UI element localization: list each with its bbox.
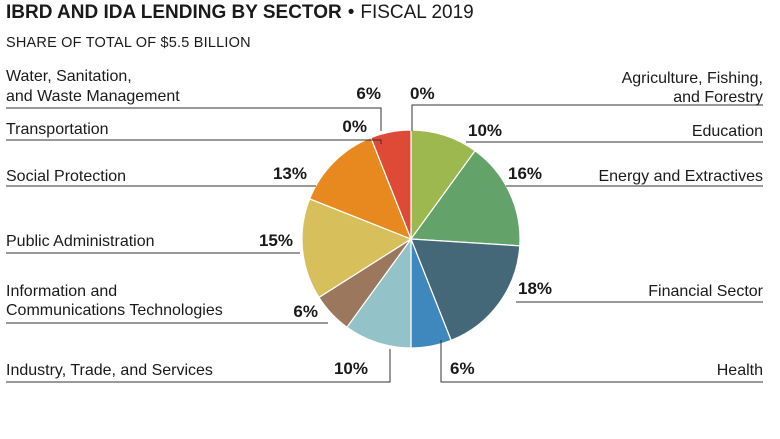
leader-lines (6, 104, 763, 383)
label-water-sanitation-and-waste-management: and Waste Management (6, 88, 180, 105)
value-label-education: 10% (468, 121, 502, 140)
label-public-administration: Public Administration (6, 233, 155, 250)
value-label-energy-and-extractives: 16% (508, 164, 542, 183)
leader-line-health (440, 340, 763, 383)
label-financial-sector: Financial Sector (648, 283, 763, 300)
leader-line-transportation (6, 139, 382, 144)
pie-slices (301, 129, 521, 349)
label-health: Health (717, 362, 763, 379)
chart-title-period: FISCAL 2019 (360, 2, 474, 23)
slice-social-protection (308, 136, 413, 241)
label-agriculture-fishing-and-forestry: and Forestry (673, 89, 763, 106)
label-education: Education (692, 123, 763, 140)
value-label-agriculture-fishing-and-forestry: 0% (410, 84, 435, 103)
leader-line-industry-trade-and-services (6, 349, 391, 383)
label-water-sanitation-and-waste-management: Water, Sanitation, (6, 68, 132, 85)
label-information-and-communications-technologies: Information and (6, 283, 117, 300)
slice-water-sanitation-and-waste-management (370, 129, 412, 240)
label-social-protection: Social Protection (6, 168, 126, 185)
value-label-information-and-communications-technologies: 6% (293, 302, 318, 321)
value-label-water-sanitation-and-waste-management: 6% (356, 84, 381, 103)
value-label-financial-sector: 18% (518, 279, 552, 298)
chart-title: IBRD AND IDA LENDING BY SECTOR • FISCAL 20… (6, 2, 474, 24)
label-transportation: Transportation (6, 121, 109, 138)
slice-public-administration (301, 198, 413, 299)
value-label-industry-trade-and-services: 10% (334, 359, 368, 378)
chart-subtitle: SHARE OF TOTAL OF $5.5 BILLION (6, 35, 251, 51)
value-label-health: 6% (450, 359, 475, 378)
chart-title-main: IBRD AND IDA LENDING BY SECTOR (6, 2, 342, 23)
value-label-transportation: 0% (342, 117, 367, 136)
slice-financial-sector (410, 238, 521, 342)
label-information-and-communications-technologies: Communications Technologies (6, 302, 223, 319)
label-energy-and-extractives: Energy and Extractives (598, 168, 763, 185)
slice-energy-and-extractives (409, 149, 521, 247)
value-label-social-protection: 13% (273, 164, 307, 183)
label-agriculture-fishing-and-forestry: Agriculture, Fishing, (622, 70, 763, 87)
leader-line-agriculture-fishing-and-forestry (411, 104, 763, 131)
value-label-public-administration: 15% (259, 231, 293, 250)
slice-labels: Agriculture, Fishing, and Forestry 0% Educa… (6, 68, 764, 379)
title-separator: • (347, 2, 355, 23)
label-industry-trade-and-services: Industry, Trade, and Services (6, 362, 213, 379)
leader-line-water-sanitation-and-waste-management (6, 107, 382, 131)
